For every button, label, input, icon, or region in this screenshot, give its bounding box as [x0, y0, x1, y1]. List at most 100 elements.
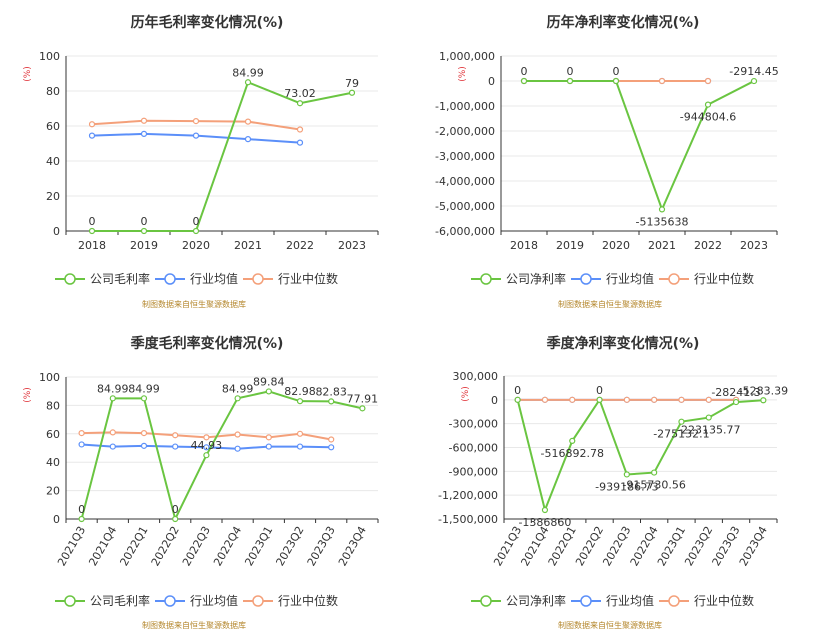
data-label: 82.83	[315, 385, 347, 398]
data-point-company	[88, 227, 96, 235]
y-tick-label: 1,000,000	[439, 50, 495, 63]
data-point-industry-avg	[296, 443, 304, 450]
y-tick-label: 20	[46, 190, 60, 203]
chart-canvas: 历年净利率变化情况(%) (%) -6,000,000 -5,000,000 -4,00…	[435, 14, 779, 309]
data-label: 84.99	[222, 382, 254, 395]
data-label: 44.93	[191, 439, 223, 452]
legend-item-company: 公司净利率	[471, 593, 566, 608]
data-point-industry-median	[678, 396, 685, 403]
legend-label: 行业均值	[190, 271, 238, 286]
data-point-company	[296, 100, 304, 107]
legend-item-company: 公司毛利率	[55, 593, 150, 608]
x-tick-label: 2022Q2	[149, 524, 182, 568]
x-tick-label: 2018	[510, 239, 538, 252]
y-tick-label: -3,000,000	[435, 150, 495, 163]
data-label: -516892.78	[541, 447, 604, 460]
x-tick-label: 2020	[182, 239, 210, 252]
y-tick-label: -600,000	[449, 442, 498, 455]
x-tick-label: 2021Q4	[86, 524, 119, 568]
legend-swatch-marker	[252, 273, 264, 285]
data-point-company	[234, 395, 241, 402]
data-point-industry-avg	[328, 444, 335, 451]
data-point-industry-median	[78, 429, 85, 437]
data-point-company	[658, 206, 666, 213]
data-point-company	[514, 396, 521, 403]
data-point-company	[623, 471, 630, 478]
data-point-industry-median	[234, 431, 241, 438]
legend-label: 行业中位数	[278, 593, 338, 608]
data-label: 0	[613, 65, 620, 78]
data-point-company	[732, 398, 740, 406]
data-point-industry-avg	[140, 442, 148, 449]
legend-label: 公司毛利率	[90, 593, 150, 608]
data-point-industry-median	[704, 77, 712, 85]
legend-label: 公司净利率	[506, 593, 566, 608]
x-tick-label: 2023Q3	[305, 524, 338, 568]
data-point-industry-median	[244, 118, 252, 125]
legend-swatch-marker	[480, 595, 492, 607]
legend-swatch-marker	[164, 273, 176, 285]
legend-item-company: 公司毛利率	[55, 271, 150, 286]
y-tick-label: 40	[46, 155, 60, 168]
x-tick-label: 2023Q2	[274, 524, 307, 568]
data-point-company	[140, 227, 148, 235]
data-point-company	[612, 77, 620, 85]
data-point-company	[192, 227, 200, 235]
data-point-company	[328, 398, 335, 405]
legend-label: 行业中位数	[694, 593, 754, 608]
data-point-industry-median	[296, 126, 304, 133]
legend-label: 行业均值	[190, 593, 238, 608]
data-point-industry-avg	[265, 443, 272, 450]
data-label: -915730.56	[622, 479, 685, 492]
data-label: 84.99	[97, 382, 129, 395]
x-tick-label: 2022	[694, 239, 722, 252]
data-label: -944804.6	[680, 111, 736, 124]
legend-swatch-marker	[64, 273, 76, 285]
y-tick-label: -5,000,000	[435, 200, 495, 213]
data-point-company	[296, 398, 304, 405]
data-point-company	[359, 405, 366, 412]
data-label: 0	[596, 384, 603, 397]
legend-swatch-marker	[252, 595, 264, 607]
legend-item-industry-avg: 行业均值	[155, 271, 238, 286]
y-tick-label: 40	[46, 456, 60, 469]
data-point-company	[678, 418, 685, 425]
data-point-industry-avg	[140, 130, 148, 137]
legend-item-industry-avg: 行业均值	[571, 271, 654, 286]
legend-item-industry-median: 行业中位数	[243, 593, 338, 608]
y-tick-label: 20	[46, 485, 60, 498]
data-point-industry-median	[569, 396, 576, 403]
chart-canvas: 季度净利率变化情况(%) (%) -1,500,000 -1,200,000 -900,…	[438, 335, 788, 630]
y-tick-label: -900,000	[449, 465, 498, 478]
x-tick-label: 2019	[130, 239, 158, 252]
y-tick-label: 0	[53, 225, 60, 238]
data-label: 0	[567, 65, 574, 78]
data-point-industry-median	[296, 430, 304, 437]
data-point-company	[244, 79, 252, 86]
data-label: -5283.39	[739, 384, 788, 397]
y-tick-label: -1,000,000	[435, 100, 495, 113]
y-unit-label: (%)	[23, 66, 33, 82]
legend-item-industry-avg: 行业均值	[571, 593, 654, 608]
legend-swatch-marker	[668, 595, 680, 607]
data-point-company	[109, 395, 116, 402]
data-label: -223135.77	[677, 424, 740, 437]
data-point-company	[348, 89, 356, 96]
y-tick-label: 80	[46, 85, 60, 98]
series-line-company	[516, 397, 764, 514]
data-point-industry-median	[203, 434, 210, 441]
data-point-company	[596, 396, 603, 403]
y-tick-label: 0	[491, 394, 498, 407]
y-unit-label: (%)	[458, 66, 468, 82]
data-point-industry-avg	[244, 136, 252, 143]
legend-swatch-marker	[64, 595, 76, 607]
data-point-company	[750, 77, 758, 85]
data-point-company	[520, 77, 528, 85]
data-point-industry-median	[265, 434, 272, 441]
data-label: 73.02	[284, 87, 316, 100]
data-label: 84.99	[232, 66, 264, 79]
legend-item-industry-median: 行业中位数	[659, 593, 754, 608]
data-point-industry-avg	[109, 443, 116, 450]
data-point-company	[203, 452, 210, 459]
